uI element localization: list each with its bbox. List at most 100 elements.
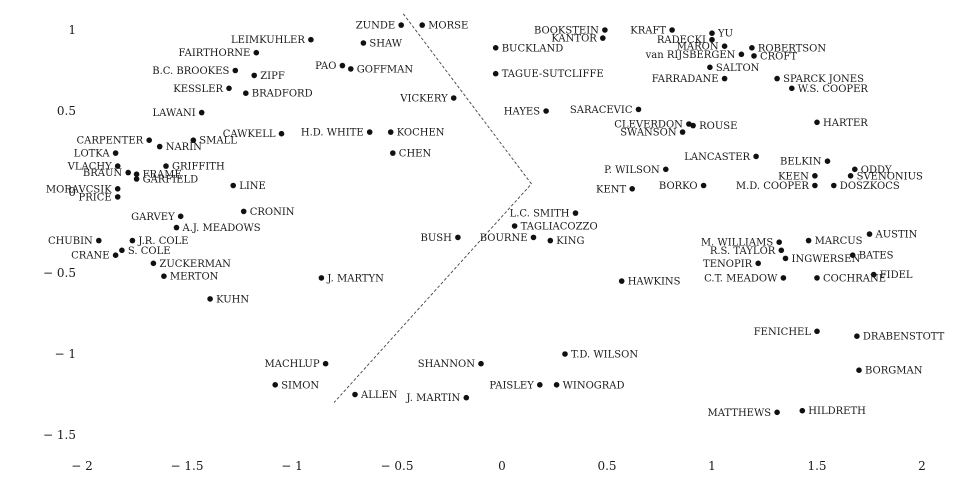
data-point [463, 394, 470, 401]
point-label: SARACEVIC [570, 105, 633, 116]
point-label: INGWERSEN [792, 254, 861, 265]
data-point [686, 121, 692, 127]
point-label: CRANE [71, 251, 109, 262]
data-point [749, 45, 755, 51]
data-point [669, 27, 675, 33]
point-label: PAO [315, 61, 336, 72]
data-point [635, 106, 642, 113]
data-point [755, 260, 761, 267]
x-tick-label: 1 [708, 459, 716, 473]
data-point [849, 252, 856, 258]
point-label: MACHLUP [265, 359, 320, 370]
data-point [543, 108, 549, 114]
point-label: AUSTIN [875, 230, 918, 241]
data-point [870, 271, 877, 278]
point-label: ZUCKERMAN [159, 259, 231, 270]
data-point [163, 163, 169, 169]
data-point [119, 247, 125, 254]
point-label: KENT [596, 184, 627, 195]
y-tick-label: − 1.5 [43, 428, 76, 442]
point-label: BOOKSTEIN [534, 26, 599, 37]
data-point [721, 43, 728, 49]
data-point [721, 75, 728, 82]
data-point [600, 35, 606, 41]
data-point [450, 95, 457, 101]
point-label: M. WILLIAMS [701, 238, 774, 249]
point-label: SALTON [716, 63, 760, 74]
point-label: DRABENSTOTT [863, 332, 945, 343]
data-point [112, 150, 119, 156]
point-label: ZIPF [260, 71, 285, 82]
point-label: TAGLIACOZZO [521, 222, 598, 233]
point-label: ALLEN [360, 390, 398, 401]
point-label: LAWANI [153, 108, 196, 119]
point-label: VICKERY [399, 94, 448, 105]
data-point [780, 275, 787, 281]
data-point [799, 407, 806, 414]
data-point [318, 275, 325, 281]
data-point [776, 239, 782, 245]
data-point [96, 237, 102, 244]
x-tick-label: 2 [918, 459, 926, 473]
point-label: BELKIN [780, 157, 822, 168]
data-point [709, 36, 715, 43]
data-point [352, 391, 358, 398]
data-point [112, 252, 119, 258]
point-label: HILDRETH [808, 406, 866, 417]
data-point [812, 182, 818, 189]
point-label: ROUSE [699, 121, 737, 132]
point-label: H.D. WHITE [301, 128, 364, 139]
axis-ticks-layer: − 2 − 1.5 − 1 − 0.5 0 0.5 1 1.5 2 1 0.5 0 − 0.5 − 1 − … [43, 23, 926, 473]
data-point [308, 36, 314, 43]
point-label: HAWKINS [628, 277, 681, 288]
point-label: KESSLER [173, 84, 223, 95]
point-label: PRICE [79, 192, 112, 203]
point-label: TENOPIR [703, 259, 753, 270]
point-label: NARIN [166, 142, 202, 153]
point-label: SMALL [199, 136, 237, 147]
point-label: KUHN [216, 294, 249, 305]
data-point [226, 85, 232, 92]
point-label: HAYES [504, 107, 540, 118]
data-point [129, 237, 136, 244]
point-label: BORGMAN [865, 366, 923, 377]
y-tick-label: 0 [68, 185, 76, 199]
y-tick-label: 1 [68, 23, 76, 37]
point-label: CHEN [399, 149, 432, 160]
data-point [663, 166, 669, 173]
point-label: LINE [239, 181, 266, 192]
data-point [114, 186, 121, 192]
data-point [547, 237, 554, 244]
point-label: FAIRTHORNE [179, 48, 251, 59]
data-point [114, 194, 121, 200]
data-point [478, 360, 484, 367]
data-point [230, 182, 236, 189]
data-point [812, 173, 818, 179]
point-label: FENICHEL [754, 327, 812, 338]
point-label: SWANSON [620, 128, 677, 139]
point-label: WINOGRAD [563, 380, 625, 391]
data-point [774, 409, 780, 416]
data-point [847, 173, 854, 179]
x-tick-label: 1.5 [807, 459, 826, 473]
data-point [753, 153, 759, 160]
data-point [530, 234, 537, 241]
data-point [492, 70, 499, 77]
point-label: C.T. MEADOW [704, 273, 778, 284]
data-point [492, 45, 499, 51]
data-point [866, 231, 873, 237]
data-point [700, 182, 707, 189]
point-label: FRAME [143, 170, 182, 181]
point-label: KANTOR [551, 34, 597, 45]
point-label: CLEVERDON [614, 120, 683, 131]
data-point [831, 182, 837, 189]
point-label: SHAW [369, 39, 402, 50]
data-point [629, 186, 635, 192]
data-point [814, 119, 820, 126]
x-tick-label: − 0.5 [381, 459, 414, 473]
point-label: FIDEL [880, 270, 913, 281]
data-point [854, 333, 860, 340]
data-point [537, 382, 543, 388]
data-point [805, 237, 812, 244]
